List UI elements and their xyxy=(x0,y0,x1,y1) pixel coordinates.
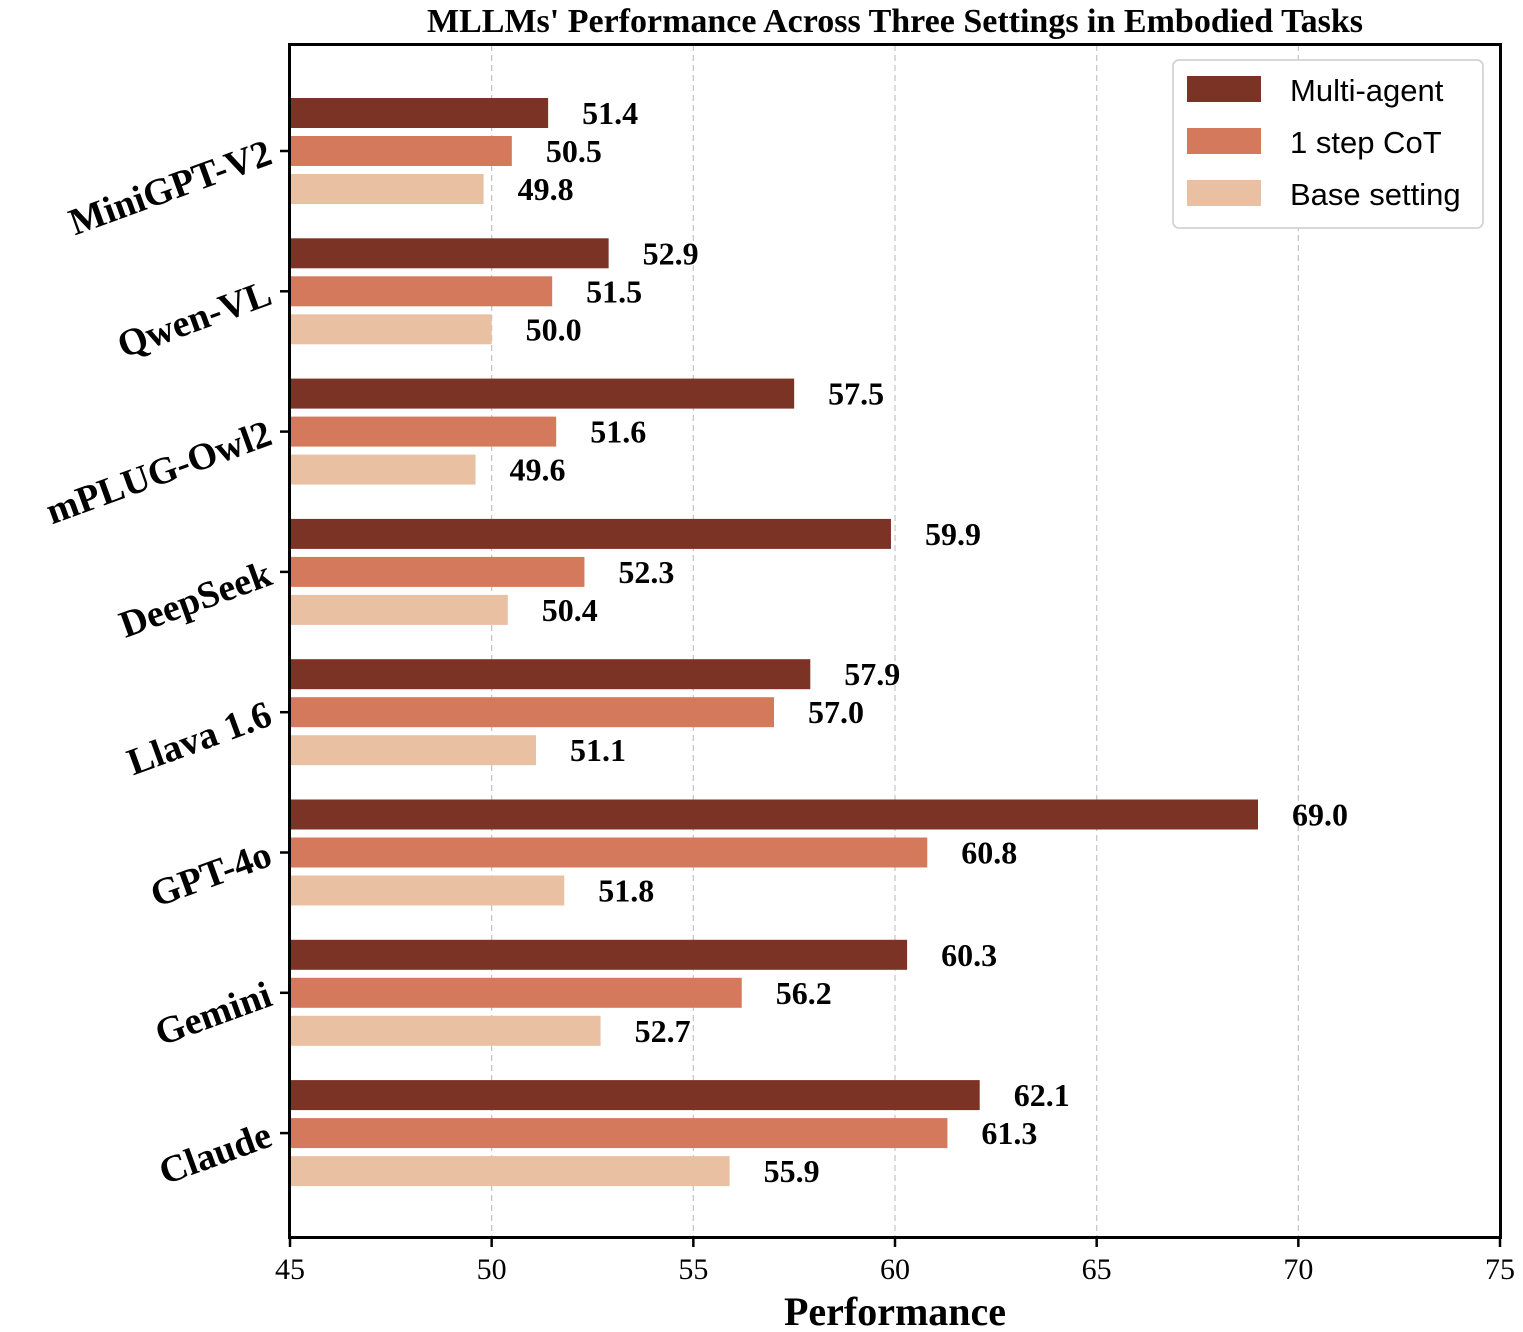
value-label: 59.9 xyxy=(925,516,981,552)
bar-base-setting-mplug-owl2 xyxy=(290,454,476,485)
plot-frame xyxy=(288,43,1502,1239)
value-label: 52.3 xyxy=(618,554,674,590)
legend-swatch xyxy=(1187,128,1261,154)
bar-1-step-cot-claude xyxy=(290,1118,948,1149)
bar-base-setting-qwen-vl xyxy=(290,314,492,345)
x-tick-label: 75 xyxy=(1485,1253,1515,1286)
value-label: 49.6 xyxy=(510,452,566,488)
bar-base-setting-deepseek xyxy=(290,594,508,625)
legend-swatch xyxy=(1187,180,1261,206)
x-tick-label: 45 xyxy=(275,1253,305,1286)
x-tick-label: 60 xyxy=(880,1253,910,1286)
bars xyxy=(290,98,1258,1187)
bar-1-step-cot-deepseek xyxy=(290,556,585,587)
value-label: 69.0 xyxy=(1292,797,1348,833)
value-label: 60.8 xyxy=(961,835,1017,871)
value-label: 51.8 xyxy=(598,873,654,909)
bar-multi-agent-deepseek xyxy=(290,518,891,549)
category-label: Gemini xyxy=(150,974,277,1055)
category-label: Qwen-VL xyxy=(112,272,277,366)
category-label: mPLUG-Owl2 xyxy=(41,413,278,533)
value-label: 49.8 xyxy=(518,171,574,207)
bar-1-step-cot-minigpt-v2 xyxy=(290,136,512,166)
category-label: Llava 1.6 xyxy=(122,693,277,784)
bar-multi-agent-minigpt-v2 xyxy=(290,98,549,128)
x-axis-ticks: 45 50 55 60 65 70 75 xyxy=(275,1237,1515,1286)
bar-multi-agent-llava-1-6 xyxy=(290,659,811,690)
value-label: 56.2 xyxy=(776,975,832,1011)
x-tick-label: 50 xyxy=(477,1253,507,1286)
value-label: 51.6 xyxy=(590,414,646,450)
bar-base-setting-gemini xyxy=(290,1015,601,1046)
bar-base-setting-claude xyxy=(290,1156,730,1187)
value-label: 50.0 xyxy=(526,311,582,347)
value-label: 51.5 xyxy=(586,273,642,309)
bar-1-step-cot-mplug-owl2 xyxy=(290,416,557,447)
bar-multi-agent-gemini xyxy=(290,939,908,970)
category-label: MiniGPT-V2 xyxy=(64,132,277,244)
value-label: 60.3 xyxy=(941,937,997,973)
value-label: 62.1 xyxy=(1014,1077,1070,1113)
legend-label: 1 step CoT xyxy=(1290,125,1442,160)
bar-base-setting-gpt-4o xyxy=(290,875,565,906)
x-tick-label: 65 xyxy=(1082,1253,1112,1286)
value-label: 50.5 xyxy=(546,133,602,169)
x-tick-label: 70 xyxy=(1283,1253,1313,1286)
value-label: 57.9 xyxy=(844,656,900,692)
legend-label: Base setting xyxy=(1290,177,1461,212)
bar-1-step-cot-gemini xyxy=(290,977,742,1008)
bar-base-setting-minigpt-v2 xyxy=(290,174,484,204)
bar-1-step-cot-gpt-4o xyxy=(290,837,928,868)
bar-1-step-cot-llava-1-6 xyxy=(290,697,774,728)
value-label: 52.9 xyxy=(643,235,699,271)
category-label: GPT-4o xyxy=(145,833,277,915)
bar-multi-agent-qwen-vl xyxy=(290,238,609,269)
bar-base-setting-llava-1-6 xyxy=(290,735,537,766)
value-label: 50.4 xyxy=(542,592,598,628)
legend-swatch xyxy=(1187,76,1261,102)
value-label: 61.3 xyxy=(981,1115,1037,1151)
chart-title: MLLMs' Performance Across Three Settings… xyxy=(427,3,1363,40)
value-label: 51.1 xyxy=(570,732,626,768)
value-label: 51.4 xyxy=(582,95,638,131)
category-label: Claude xyxy=(154,1114,278,1193)
legend-label: Multi-agent xyxy=(1290,73,1444,108)
x-tick-label: 55 xyxy=(678,1253,708,1286)
bar-multi-agent-gpt-4o xyxy=(290,799,1258,830)
value-label: 55.9 xyxy=(764,1153,820,1189)
bar-1-step-cot-qwen-vl xyxy=(290,276,553,307)
value-labels: 51.450.549.8 52.951.550.0 57.5 51.6 49.6 59.9… xyxy=(510,95,1348,1189)
value-label: 52.7 xyxy=(635,1013,691,1049)
x-axis-label: Performance xyxy=(784,1289,1006,1332)
bar-multi-agent-claude xyxy=(290,1080,980,1111)
value-label: 57.5 xyxy=(828,376,884,412)
value-label: 57.0 xyxy=(808,694,864,730)
y-axis-categories: MiniGPT-V2 Qwen-VL mPLUG-Owl2 DeepSeek Llava… xyxy=(41,132,290,1193)
category-label: DeepSeek xyxy=(114,553,278,647)
bar-multi-agent-mplug-owl2 xyxy=(290,378,795,409)
legend: Multi-agent 1 step CoT Base setting xyxy=(1172,59,1484,229)
